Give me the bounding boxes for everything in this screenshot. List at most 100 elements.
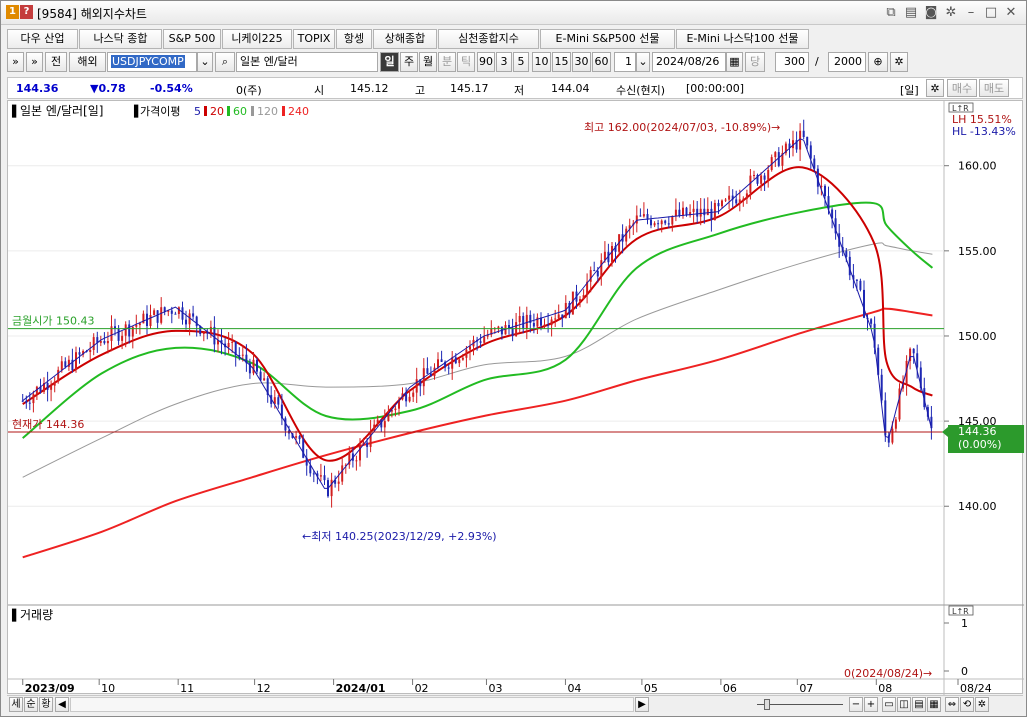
tab-shenzhen[interactable]: 심천종합지수	[438, 29, 539, 49]
date-input[interactable]: 2024/08/26	[652, 52, 726, 72]
bottom-btn-2[interactable]: 순	[24, 697, 38, 712]
candle-body	[887, 435, 890, 443]
view-2-icon[interactable]: ◫	[897, 697, 911, 712]
settings-icon[interactable]: ✲	[945, 5, 957, 20]
candle-body	[784, 143, 787, 154]
symbol-code-input[interactable]: USDJPYCOMP	[107, 52, 197, 72]
expand-button[interactable]: »	[7, 52, 24, 72]
candle-body	[685, 207, 688, 216]
tab-emini-sp500[interactable]: E-Mini S&P500 선물	[540, 29, 675, 49]
scale-toggle-icon[interactable]	[948, 102, 974, 113]
close-icon[interactable]: ✕	[1005, 5, 1017, 20]
clipboard-icon[interactable]: ▤	[904, 5, 918, 20]
interval-60-button[interactable]: 60	[592, 52, 611, 72]
period-day-button[interactable]: 일	[380, 52, 399, 72]
ma120-legend-swatch	[251, 106, 254, 116]
candle-body	[419, 379, 422, 387]
candle-body	[181, 307, 184, 320]
reset-icon[interactable]: ⟲	[960, 697, 974, 712]
candle-body	[596, 270, 599, 277]
bottom-btn-3[interactable]: 황	[39, 697, 53, 712]
chart-area[interactable]: 금월시가 150.43 현재가 144.36 ▌ 일본 엔/달러[일] ▌ 가격…	[7, 100, 1024, 695]
toolbar: » » 전 해외 USDJPYCOMP ⌄ ⌕ 일본 엔/달러 일 주 월 분 …	[7, 52, 1023, 73]
tab-topix[interactable]: TOPIX	[293, 29, 335, 49]
unit-input[interactable]: 1	[614, 52, 636, 72]
x-tick-label: 10	[101, 682, 115, 695]
tab-nasdaq[interactable]: 나스닥 종합	[79, 29, 162, 49]
today-button[interactable]: 당	[745, 52, 765, 72]
candle-body	[28, 402, 31, 404]
volume-scale-toggle-icon[interactable]	[948, 605, 974, 616]
screenshot-icon[interactable]: ◙	[924, 5, 938, 20]
link-icon[interactable]: ⧉	[886, 5, 896, 20]
collapse-button[interactable]: »	[26, 52, 43, 72]
gear-icon[interactable]: ✲	[890, 52, 908, 72]
market-button[interactable]: 전	[45, 52, 67, 72]
tab-dow[interactable]: 다우 산업	[7, 29, 78, 49]
view-4-icon[interactable]: ▦	[927, 697, 941, 712]
period-week-button[interactable]: 주	[400, 52, 418, 72]
tab-shanghai[interactable]: 상해종합	[373, 29, 437, 49]
symbol-dropdown-button[interactable]: ⌄	[197, 52, 213, 72]
bottom-settings-icon[interactable]: ✲	[975, 697, 989, 712]
sell-button[interactable]: 매도	[979, 79, 1009, 97]
period-tick-button[interactable]: 틱	[457, 52, 475, 72]
zoom-slider-thumb[interactable]	[764, 699, 770, 710]
candle-body	[486, 334, 489, 337]
ma240-legend-swatch	[282, 106, 285, 116]
minimize-icon[interactable]: –	[967, 5, 975, 20]
unit-dropdown-button[interactable]: ⌄	[636, 52, 650, 72]
zoom-in-icon[interactable]: +	[864, 697, 878, 712]
candle-body	[788, 143, 791, 149]
bottom-bar: 세 순 황 ◀ ▶ − + ▭ ◫ ▤ ▦ ⇔ ⟲ ✲	[7, 695, 1023, 712]
overseas-button[interactable]: 해외	[69, 52, 106, 72]
interval-15-button[interactable]: 15	[552, 52, 571, 72]
view-3-icon[interactable]: ▤	[912, 697, 926, 712]
tab-nikkei225[interactable]: 니케이225	[222, 29, 292, 49]
quote-settings-icon[interactable]: ✲	[926, 79, 944, 97]
interval-5-button[interactable]: 5	[513, 52, 529, 72]
candle-body	[444, 361, 447, 368]
fit-icon[interactable]: ⇔	[945, 697, 959, 712]
volume-annotation: 0(2024/08/24)→	[844, 667, 932, 680]
view-1-icon[interactable]: ▭	[882, 697, 896, 712]
candle-body	[177, 307, 180, 314]
buy-button[interactable]: 매수	[947, 79, 977, 97]
interval-10-button[interactable]: 10	[532, 52, 551, 72]
interval-3-button[interactable]: 3	[496, 52, 512, 72]
interval-90-button[interactable]: 90	[477, 52, 495, 72]
period-month-button[interactable]: 월	[419, 52, 437, 72]
zoom-out-icon[interactable]: −	[849, 697, 863, 712]
tab-sp500[interactable]: S&P 500	[163, 29, 221, 49]
candle-body	[429, 373, 432, 377]
window-number-badge[interactable]: 1	[6, 5, 19, 19]
candle-body	[930, 416, 933, 429]
tab-hangseng[interactable]: 항셍	[336, 29, 372, 49]
maximize-icon[interactable]: □	[984, 5, 998, 20]
scroll-left-button[interactable]: ◀	[55, 697, 69, 712]
interval-30-button[interactable]: 30	[572, 52, 591, 72]
bottom-btn-1[interactable]: 세	[9, 697, 23, 712]
candle-body	[898, 388, 901, 420]
candle-body	[625, 228, 628, 242]
period-min-button[interactable]: 분	[438, 52, 456, 72]
candle-body	[692, 208, 695, 212]
count-input[interactable]: 300	[775, 52, 809, 72]
zoom-icon[interactable]: ⊕	[868, 52, 888, 72]
search-icon[interactable]: ⌕	[215, 52, 235, 72]
candle-body	[245, 354, 248, 364]
tab-emini-nasdaq100[interactable]: E-Mini 나스닥100 선물	[676, 29, 809, 49]
scroll-right-button[interactable]: ▶	[635, 697, 649, 712]
calendar-icon[interactable]: ▦	[726, 52, 743, 72]
candle-body	[369, 431, 372, 447]
help-badge[interactable]: ?	[20, 5, 33, 19]
max-count-input[interactable]: 2000	[828, 52, 866, 72]
zoom-slider-track[interactable]	[757, 704, 843, 705]
candle-body	[252, 359, 255, 374]
ma-legend-label: 가격이평	[140, 105, 180, 118]
y-tick-label: 140.00	[958, 500, 997, 513]
x-tick-label: 02	[415, 682, 429, 695]
lh-label: LH 15.51%	[952, 113, 1012, 126]
horizontal-scrollbar-track[interactable]	[70, 697, 634, 712]
ma240-legend: 240	[288, 105, 309, 118]
